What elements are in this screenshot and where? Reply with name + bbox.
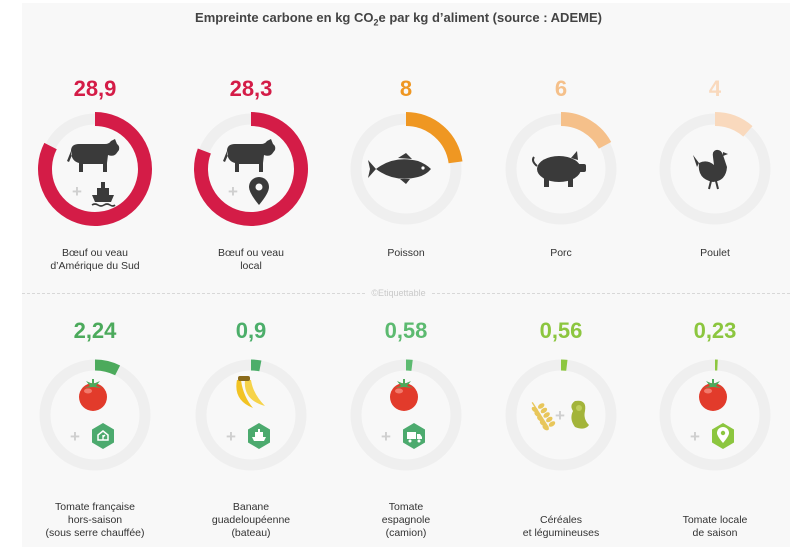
item-label-line: d’Amérique du Sud xyxy=(50,260,140,272)
value-arc xyxy=(250,359,262,372)
value-arc xyxy=(194,112,308,226)
item-label: Poulet xyxy=(640,247,790,260)
cereals-icon xyxy=(531,402,556,431)
value-arc xyxy=(94,359,121,376)
value-label: 8 xyxy=(399,76,413,101)
location-pin-icon xyxy=(712,423,734,449)
value-label: 0,56 xyxy=(539,318,583,343)
plus-sign: + xyxy=(70,427,80,446)
item-label-line: local xyxy=(240,260,262,272)
value-arc xyxy=(714,112,753,137)
ship-icon xyxy=(91,182,116,207)
item-label-line: (sous serre chauffée) xyxy=(45,527,145,539)
item-label-line: hors-saison xyxy=(67,514,123,526)
item-label-line: (camion) xyxy=(385,527,427,539)
ring-center xyxy=(671,371,759,459)
ring-center xyxy=(362,371,450,459)
item-label: Porc xyxy=(486,247,636,260)
ring-center xyxy=(207,371,295,459)
ring-chart xyxy=(659,112,771,225)
ring-chart: + xyxy=(38,112,152,226)
item-label-line: Poulet xyxy=(700,247,730,259)
item-label-line: Tomate xyxy=(388,501,424,513)
value-arc xyxy=(405,112,463,164)
plus-sign: + xyxy=(381,427,391,446)
item-label: Tomate française hors-saison (sous serre c… xyxy=(20,501,170,540)
value-label: 6 xyxy=(554,76,568,101)
item-label: Banane guadeloupéenne (bateau) xyxy=(176,501,326,540)
plus-sign: + xyxy=(690,427,700,446)
item-label: Bœuf ou veau local xyxy=(176,247,326,273)
plus-sign: + xyxy=(555,406,565,425)
item-label-line: Bœuf ou veau xyxy=(218,247,284,259)
item-label-line: de saison xyxy=(692,527,738,539)
item-label-line: Céréales xyxy=(539,514,583,526)
item-label-line: Bœuf ou veau xyxy=(62,247,128,259)
item-label-line: Poisson xyxy=(387,247,425,259)
legumes-icon xyxy=(571,400,589,429)
chicken-icon xyxy=(693,149,728,190)
item-label: Poisson xyxy=(331,247,481,260)
item-label-line: Tomate locale xyxy=(682,514,748,526)
value-arc xyxy=(560,112,612,149)
cow-icon xyxy=(223,139,276,172)
ring-chart: + xyxy=(350,359,462,471)
item-label-line: Banane xyxy=(232,501,270,513)
ring-chart: + xyxy=(505,359,617,471)
ring-center xyxy=(51,371,139,459)
credit-text: ©Etiquettable xyxy=(0,288,797,298)
banana-icon xyxy=(236,376,265,408)
value-label: 0,58 xyxy=(384,318,428,343)
item-label-line: espagnole xyxy=(381,514,431,526)
item-label: Céréales et légumineuses xyxy=(486,514,636,540)
plus-sign: + xyxy=(228,182,238,201)
pig-icon xyxy=(532,151,586,187)
tomato-icon xyxy=(699,379,727,411)
item-label: Tomate locale de saison xyxy=(640,514,790,540)
truck-icon xyxy=(403,423,425,449)
item-label-line: Porc xyxy=(550,247,572,259)
ring-chart: + xyxy=(195,359,307,471)
tomato-icon xyxy=(390,379,418,411)
chart-title: Empreinte carbone en kg CO2e par kg d’al… xyxy=(195,10,602,28)
value-label: 0,23 xyxy=(693,318,737,343)
value-label: 28,9 xyxy=(73,76,117,101)
fish-icon xyxy=(368,153,431,184)
plus-sign: + xyxy=(226,427,236,446)
item-label-line: et légumineuses xyxy=(522,527,600,539)
ring-chart: + xyxy=(39,359,151,471)
value-label: 28,3 xyxy=(229,76,273,101)
tomato-icon xyxy=(79,379,107,411)
ring-chart xyxy=(350,112,463,225)
ring-chart: + xyxy=(659,359,771,471)
item-label-line: (bateau) xyxy=(231,527,271,539)
item-label: Tomate espagnole (camion) xyxy=(331,501,481,540)
item-label: Bœuf ou veau d’Amérique du Sud xyxy=(20,247,170,273)
location-pin-icon xyxy=(249,177,269,205)
ring-chart: + xyxy=(194,112,308,226)
item-label-line: guadeloupéenne xyxy=(211,514,291,526)
value-arc xyxy=(38,112,152,226)
ring-chart xyxy=(505,112,617,225)
value-label: 0,9 xyxy=(235,318,267,343)
value-label: 2,24 xyxy=(73,318,117,343)
value-label: 4 xyxy=(708,76,722,101)
ring-center xyxy=(517,371,605,459)
plus-sign: + xyxy=(72,182,82,201)
item-label-line: Tomate française xyxy=(55,501,135,513)
greenhouse-icon xyxy=(92,423,114,449)
boat-icon xyxy=(248,423,270,449)
cow-icon xyxy=(67,139,120,172)
